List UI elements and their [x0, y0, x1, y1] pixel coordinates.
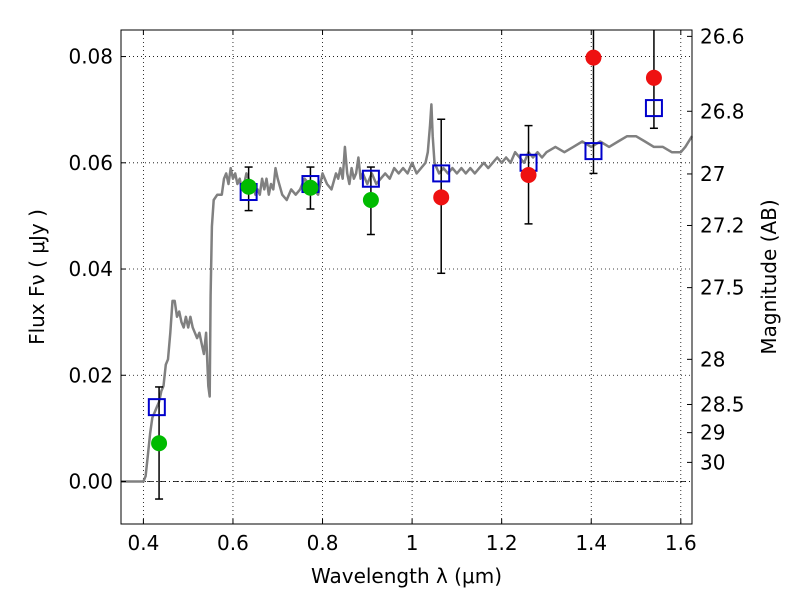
model-photometry-square	[432, 164, 451, 183]
y-tick-label: 0.02	[68, 363, 113, 387]
plot-frame	[120, 29, 693, 525]
plot-area	[121, 30, 694, 500]
observed-point-red	[645, 69, 662, 86]
y-tick-label: 0.00	[68, 470, 113, 494]
grid-lines	[121, 30, 692, 524]
y-tick-label: 0.08	[68, 45, 113, 69]
right-axis-label: Magnitude (AB)	[757, 199, 781, 354]
right-tick-label: 28	[700, 347, 725, 371]
right-tick-label: 29	[700, 421, 725, 445]
observed-point-green	[362, 191, 379, 208]
right-tick-label: 27.5	[700, 276, 745, 300]
right-tick-label: 26.8	[700, 99, 745, 123]
model-spectrum-line	[121, 103, 694, 483]
observed-point-green	[151, 435, 168, 452]
right-tick-label: 27.2	[700, 213, 745, 237]
right-tick-label: 27	[700, 162, 725, 186]
x-tick-label: 1.2	[486, 531, 518, 555]
y-tick-label: 0.04	[68, 257, 113, 281]
right-tick-label: 26.6	[700, 24, 745, 48]
model-photometry-square	[361, 169, 380, 188]
x-tick-label: 0.6	[217, 531, 249, 555]
observed-point-green	[240, 178, 257, 195]
y-axis-label: Flux Fν ( μJy )	[25, 209, 49, 345]
x-tick-label: 1.4	[575, 531, 607, 555]
y-tick-label: 0.06	[68, 151, 113, 175]
observed-point-red	[520, 167, 537, 184]
x-tick-label: 0.4	[127, 531, 159, 555]
x-tick-label: 1	[406, 531, 419, 555]
x-tick-label: 0.8	[307, 531, 339, 555]
model-photometry-square	[584, 142, 603, 161]
right-tick-label: 28.5	[700, 392, 745, 416]
observed-point-red	[585, 49, 602, 66]
model-photometry-square	[644, 99, 663, 118]
model-photometry-square	[147, 398, 166, 417]
x-tick-label: 1.6	[665, 531, 697, 555]
x-axis-label: Wavelength λ (μm)	[311, 564, 502, 588]
observed-point-green	[302, 179, 319, 196]
right-tick-label: 30	[700, 450, 725, 474]
observed-point-red	[433, 189, 450, 206]
axis-ticks: 0.4 0.6 0.8 1 1.2 1.4 1.6 0.00 0.02 0.04 0.06 0.08 2…	[68, 24, 744, 555]
